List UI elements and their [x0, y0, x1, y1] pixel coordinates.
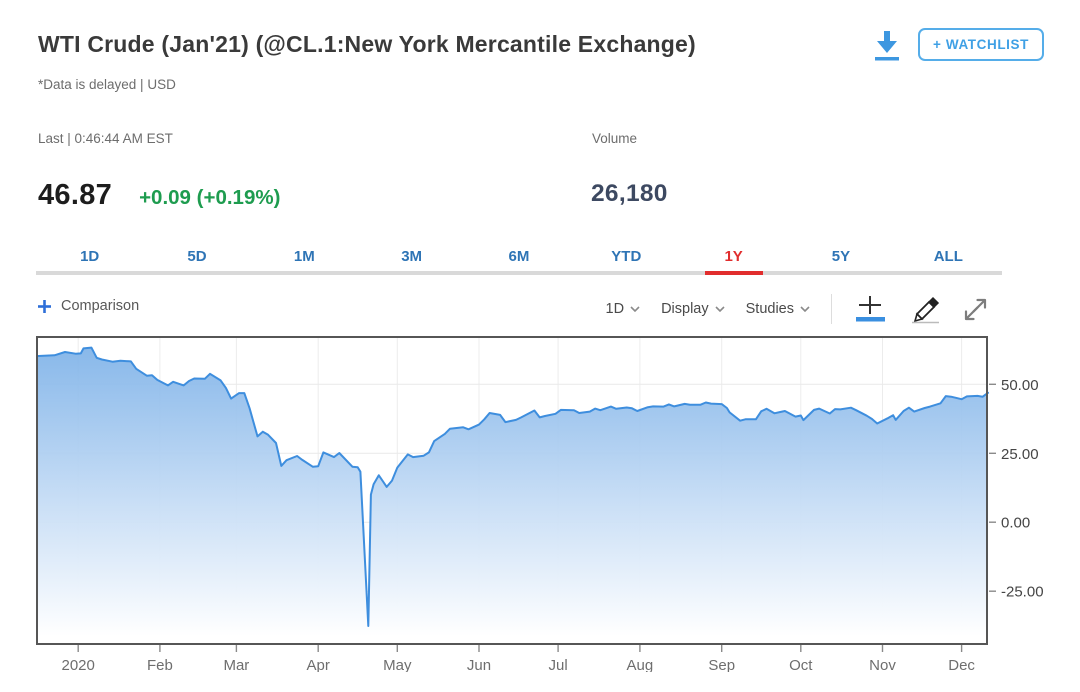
tab-3m[interactable]: 3M [401, 248, 423, 265]
download-button[interactable] [873, 30, 901, 65]
price-row: 46.87 +0.09 (+0.19%) [38, 179, 280, 212]
x-axis-tick-label: Apr [307, 657, 330, 672]
last-timestamp: Last | 0:46:44 AM EST [38, 131, 173, 146]
x-axis-tick-label: Dec [948, 657, 975, 672]
toolbar-divider [831, 294, 832, 324]
x-axis-tick-label: 2020 [62, 657, 95, 672]
comparison-label: Comparison [61, 298, 140, 314]
crosshair-icon[interactable] [853, 294, 887, 324]
add-comparison[interactable]: Comparison [37, 298, 139, 314]
tab-1m[interactable]: 1M [293, 248, 315, 265]
chart-area: 50.00 25.00 0.00 -25.00 2020 Feb Mar Apr May Jun… [35, 336, 1056, 677]
last-price: 46.87 [38, 179, 113, 211]
chevron-down-icon [800, 306, 810, 312]
range-tabs: 1D 5D 1M 3M 6M YTD 1Y 5Y ALL [36, 245, 1002, 275]
y-axis-tick-label: 0.00 [1001, 515, 1030, 532]
price-line [35, 346, 989, 627]
interval-dropdown[interactable]: 1D [606, 301, 641, 317]
draw-pencil-icon[interactable] [908, 294, 942, 324]
price-chart[interactable]: 50.00 25.00 0.00 -25.00 2020 Feb Mar Apr May Jun… [35, 336, 1056, 674]
tab-5y[interactable]: 5Y [831, 248, 851, 265]
interval-value: 1D [605, 301, 625, 317]
area-fill [36, 347, 988, 645]
tab-all[interactable]: ALL [933, 248, 963, 265]
tab-ytd[interactable]: YTD [611, 248, 642, 265]
plus-icon [38, 299, 51, 313]
price-change: +0.09 (+0.19%) [139, 186, 281, 209]
plot-border [36, 336, 988, 645]
price-series [35, 346, 989, 645]
y-axis-tick-label: 50.00 [1001, 377, 1039, 394]
chart-toolbar: 1D Display Studies [606, 292, 988, 326]
expand-icon[interactable] [963, 297, 988, 322]
y-axis-tick-label: -25.00 [1001, 584, 1044, 601]
display-label: Display [661, 301, 709, 317]
volume-value: 26,180 [591, 180, 668, 207]
x-axis-tick-label: Mar [223, 657, 249, 672]
volume-label: Volume [592, 131, 638, 146]
display-dropdown[interactable]: Display [661, 301, 725, 317]
tab-underline-track [36, 271, 1002, 275]
x-axis-tick-label: Feb [147, 657, 173, 672]
tab-5d[interactable]: 5D [187, 248, 207, 265]
data-delayed-note: *Data is delayed | USD [38, 77, 176, 92]
y-axis-tick-label: 25.00 [1001, 446, 1039, 463]
x-axis-tick-label: Aug [627, 657, 654, 672]
tab-1y[interactable]: 1Y [680, 245, 787, 275]
x-axis-tick-label: May [383, 657, 412, 672]
download-icon [875, 31, 900, 61]
studies-dropdown[interactable]: Studies [746, 301, 810, 317]
studies-label: Studies [745, 301, 794, 317]
tab-1d[interactable]: 1D [80, 248, 100, 265]
x-axis-tick-label: Oct [789, 657, 813, 672]
x-axis-tick-label: Jul [549, 657, 568, 672]
x-axis-tick-label: Nov [869, 657, 896, 672]
x-axis-tick-label: Sep [708, 657, 735, 672]
chevron-down-icon [715, 306, 725, 312]
header-actions: + WATCHLIST [873, 28, 1044, 65]
page-title: WTI Crude (Jan'21) (@CL.1:New York Merca… [38, 31, 696, 57]
x-axis-tick-label: Jun [467, 657, 491, 672]
tab-6m[interactable]: 6M [508, 248, 530, 265]
add-watchlist-button[interactable]: + WATCHLIST [918, 28, 1044, 61]
y-axis: 50.00 25.00 0.00 -25.00 [989, 377, 1044, 601]
x-axis: 2020 Feb Mar Apr May Jun Jul Aug Sep Oct Nov Dec [62, 645, 975, 674]
chevron-down-icon [630, 306, 640, 312]
